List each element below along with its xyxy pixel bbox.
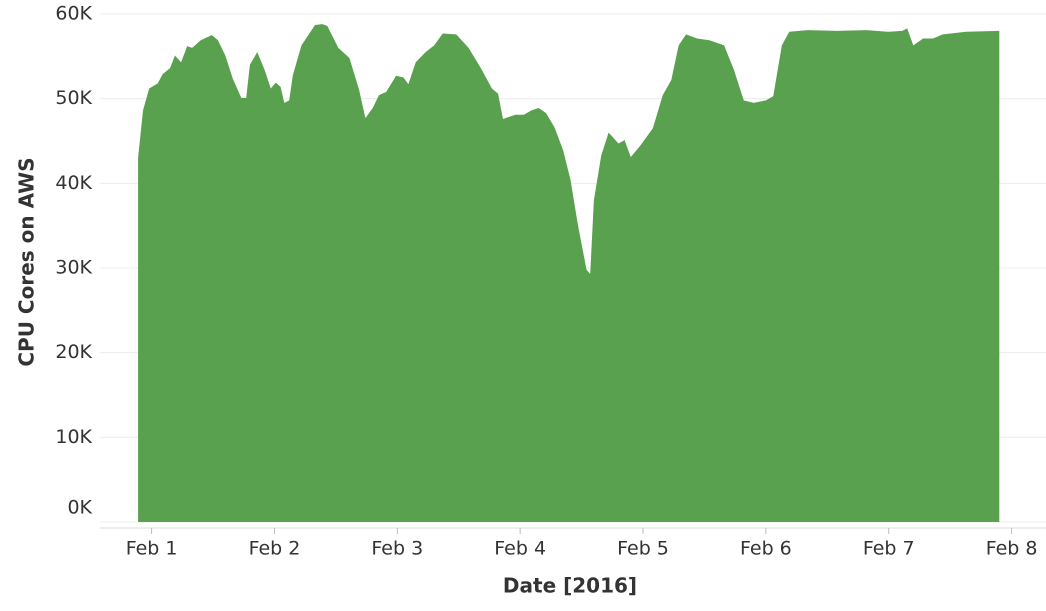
- x-tick-label: Feb 3: [371, 538, 423, 560]
- y-tick-label: 20K: [55, 341, 92, 363]
- y-tick-label: 10K: [55, 426, 92, 448]
- y-tick-label: 60K: [55, 3, 92, 25]
- y-tick-label: 30K: [55, 257, 92, 279]
- x-tick-label: Feb 1: [126, 538, 178, 560]
- area: [138, 24, 1000, 522]
- y-tick-label: 40K: [55, 172, 92, 194]
- x-tick-label: Feb 4: [494, 538, 546, 560]
- x-tick-label: Feb 8: [986, 538, 1038, 560]
- y-tick-label: 50K: [55, 87, 92, 109]
- y-tick-label: 0K: [67, 497, 92, 519]
- x-tick-label: Feb 2: [249, 538, 301, 560]
- y-axis-title: CPU Cores on AWS: [15, 157, 39, 366]
- x-tick-label: Feb 6: [740, 538, 792, 560]
- x-tick-label: Feb 7: [863, 538, 915, 560]
- x-axis-title: Date [2016]: [503, 574, 637, 598]
- x-tick-label: Feb 5: [617, 538, 669, 560]
